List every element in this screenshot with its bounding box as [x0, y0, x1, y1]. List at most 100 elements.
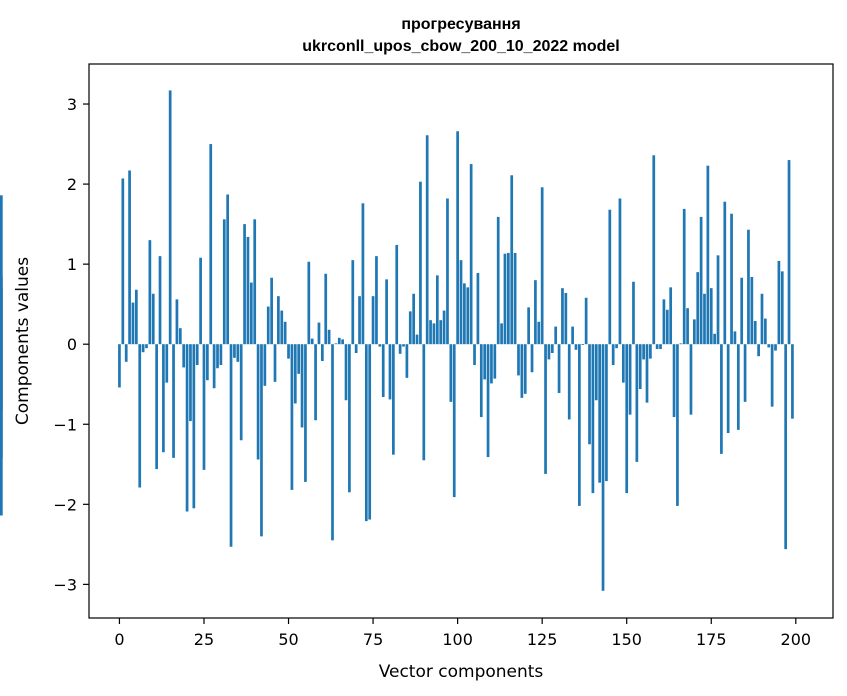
bar-32	[226, 194, 230, 345]
bar-93	[432, 323, 436, 345]
bar-179	[723, 201, 727, 345]
bar-116	[510, 175, 514, 345]
bar-48	[280, 310, 284, 345]
bar-undefined	[0, 195, 3, 345]
bar-124	[537, 321, 541, 345]
bar-77	[378, 344, 382, 347]
bar-15	[168, 90, 172, 345]
x-tick-label: 25	[194, 630, 214, 649]
bar-180	[726, 344, 730, 434]
bar-64	[334, 343, 338, 345]
bar-81	[392, 344, 395, 455]
bar-163	[669, 287, 673, 345]
bar-149	[621, 344, 625, 383]
bar-84	[402, 344, 405, 347]
bar-169	[689, 344, 693, 415]
bar-95	[439, 320, 443, 345]
bar-44	[266, 306, 270, 345]
x-tick-label: 50	[278, 630, 298, 649]
bar-158	[652, 155, 656, 345]
bar-108	[483, 344, 487, 380]
bar-5	[134, 289, 138, 345]
bar-83	[398, 344, 402, 354]
bar-46	[273, 344, 277, 382]
bar-168	[686, 308, 689, 345]
bar-106	[476, 272, 480, 345]
bar-157	[649, 344, 652, 359]
x-axis-label: Vector components	[379, 662, 544, 682]
bar-104	[469, 164, 473, 345]
bar-66	[341, 339, 344, 345]
y-tick-label: 3	[67, 95, 77, 114]
bar-14	[165, 344, 169, 383]
bar-112	[496, 216, 500, 345]
bar-92	[429, 320, 432, 345]
bar-175	[709, 288, 713, 345]
bar-185	[743, 344, 747, 402]
y-axis-label: Components values	[13, 257, 33, 425]
bar-74	[368, 344, 372, 520]
bar-16	[172, 344, 175, 458]
bar-87	[412, 293, 416, 345]
bar-60	[320, 344, 324, 362]
y-tick-label: 1	[67, 255, 77, 274]
bar-1	[121, 178, 125, 345]
bar-191	[764, 318, 767, 345]
bar-198	[787, 160, 791, 345]
bar-105	[473, 344, 476, 366]
plot-frame	[88, 63, 834, 619]
bar-128	[550, 344, 554, 354]
bar-140	[591, 344, 595, 494]
bar-160	[659, 344, 662, 349]
bar-156	[645, 344, 649, 403]
bar-37	[243, 224, 246, 345]
bar-150	[625, 344, 629, 494]
bar-196	[780, 271, 784, 345]
x-tick-label: 200	[781, 630, 812, 649]
bar-115	[506, 252, 510, 345]
bar-59	[317, 322, 321, 345]
y-tick-label: −2	[53, 495, 77, 514]
bar-69	[351, 260, 355, 345]
bar-7	[141, 344, 145, 353]
y-tick-label: −3	[53, 575, 77, 594]
bar-25	[202, 344, 206, 470]
bar-166	[679, 343, 683, 345]
bar-11	[155, 344, 158, 470]
bar-27	[209, 144, 213, 345]
bar-76	[375, 256, 378, 345]
bar-58	[314, 344, 317, 421]
bar-20	[185, 344, 189, 512]
bar-155	[642, 344, 645, 360]
bar-17	[175, 299, 179, 345]
bar-88	[415, 334, 419, 345]
y-tick-label: 0	[67, 335, 77, 354]
bar-12	[158, 256, 162, 345]
bar-194	[774, 344, 777, 351]
bar-29	[216, 344, 219, 369]
bar-170	[692, 319, 696, 345]
bar-113	[500, 323, 503, 345]
bar-36	[239, 344, 243, 441]
bar-189	[757, 344, 760, 357]
bar-50	[287, 344, 290, 359]
bar-72	[361, 203, 365, 345]
bar-143	[601, 344, 605, 591]
y-tick-label: −1	[53, 415, 77, 434]
bar-85	[405, 344, 409, 378]
x-tick-label: 175	[696, 630, 727, 649]
bar-22	[192, 344, 196, 509]
bar-55	[304, 344, 307, 482]
y-tick-label: 2	[67, 175, 77, 194]
bar-187	[750, 276, 754, 345]
bar-73	[364, 344, 368, 522]
bar-145	[608, 209, 612, 345]
bar-8	[145, 344, 148, 349]
chart-title: прогресування	[401, 16, 520, 33]
bar-161	[662, 299, 666, 345]
bar-173	[703, 293, 706, 345]
bar-134	[571, 326, 574, 345]
bar-186	[747, 229, 750, 345]
bar-24	[199, 257, 202, 345]
bar-30	[219, 344, 223, 366]
